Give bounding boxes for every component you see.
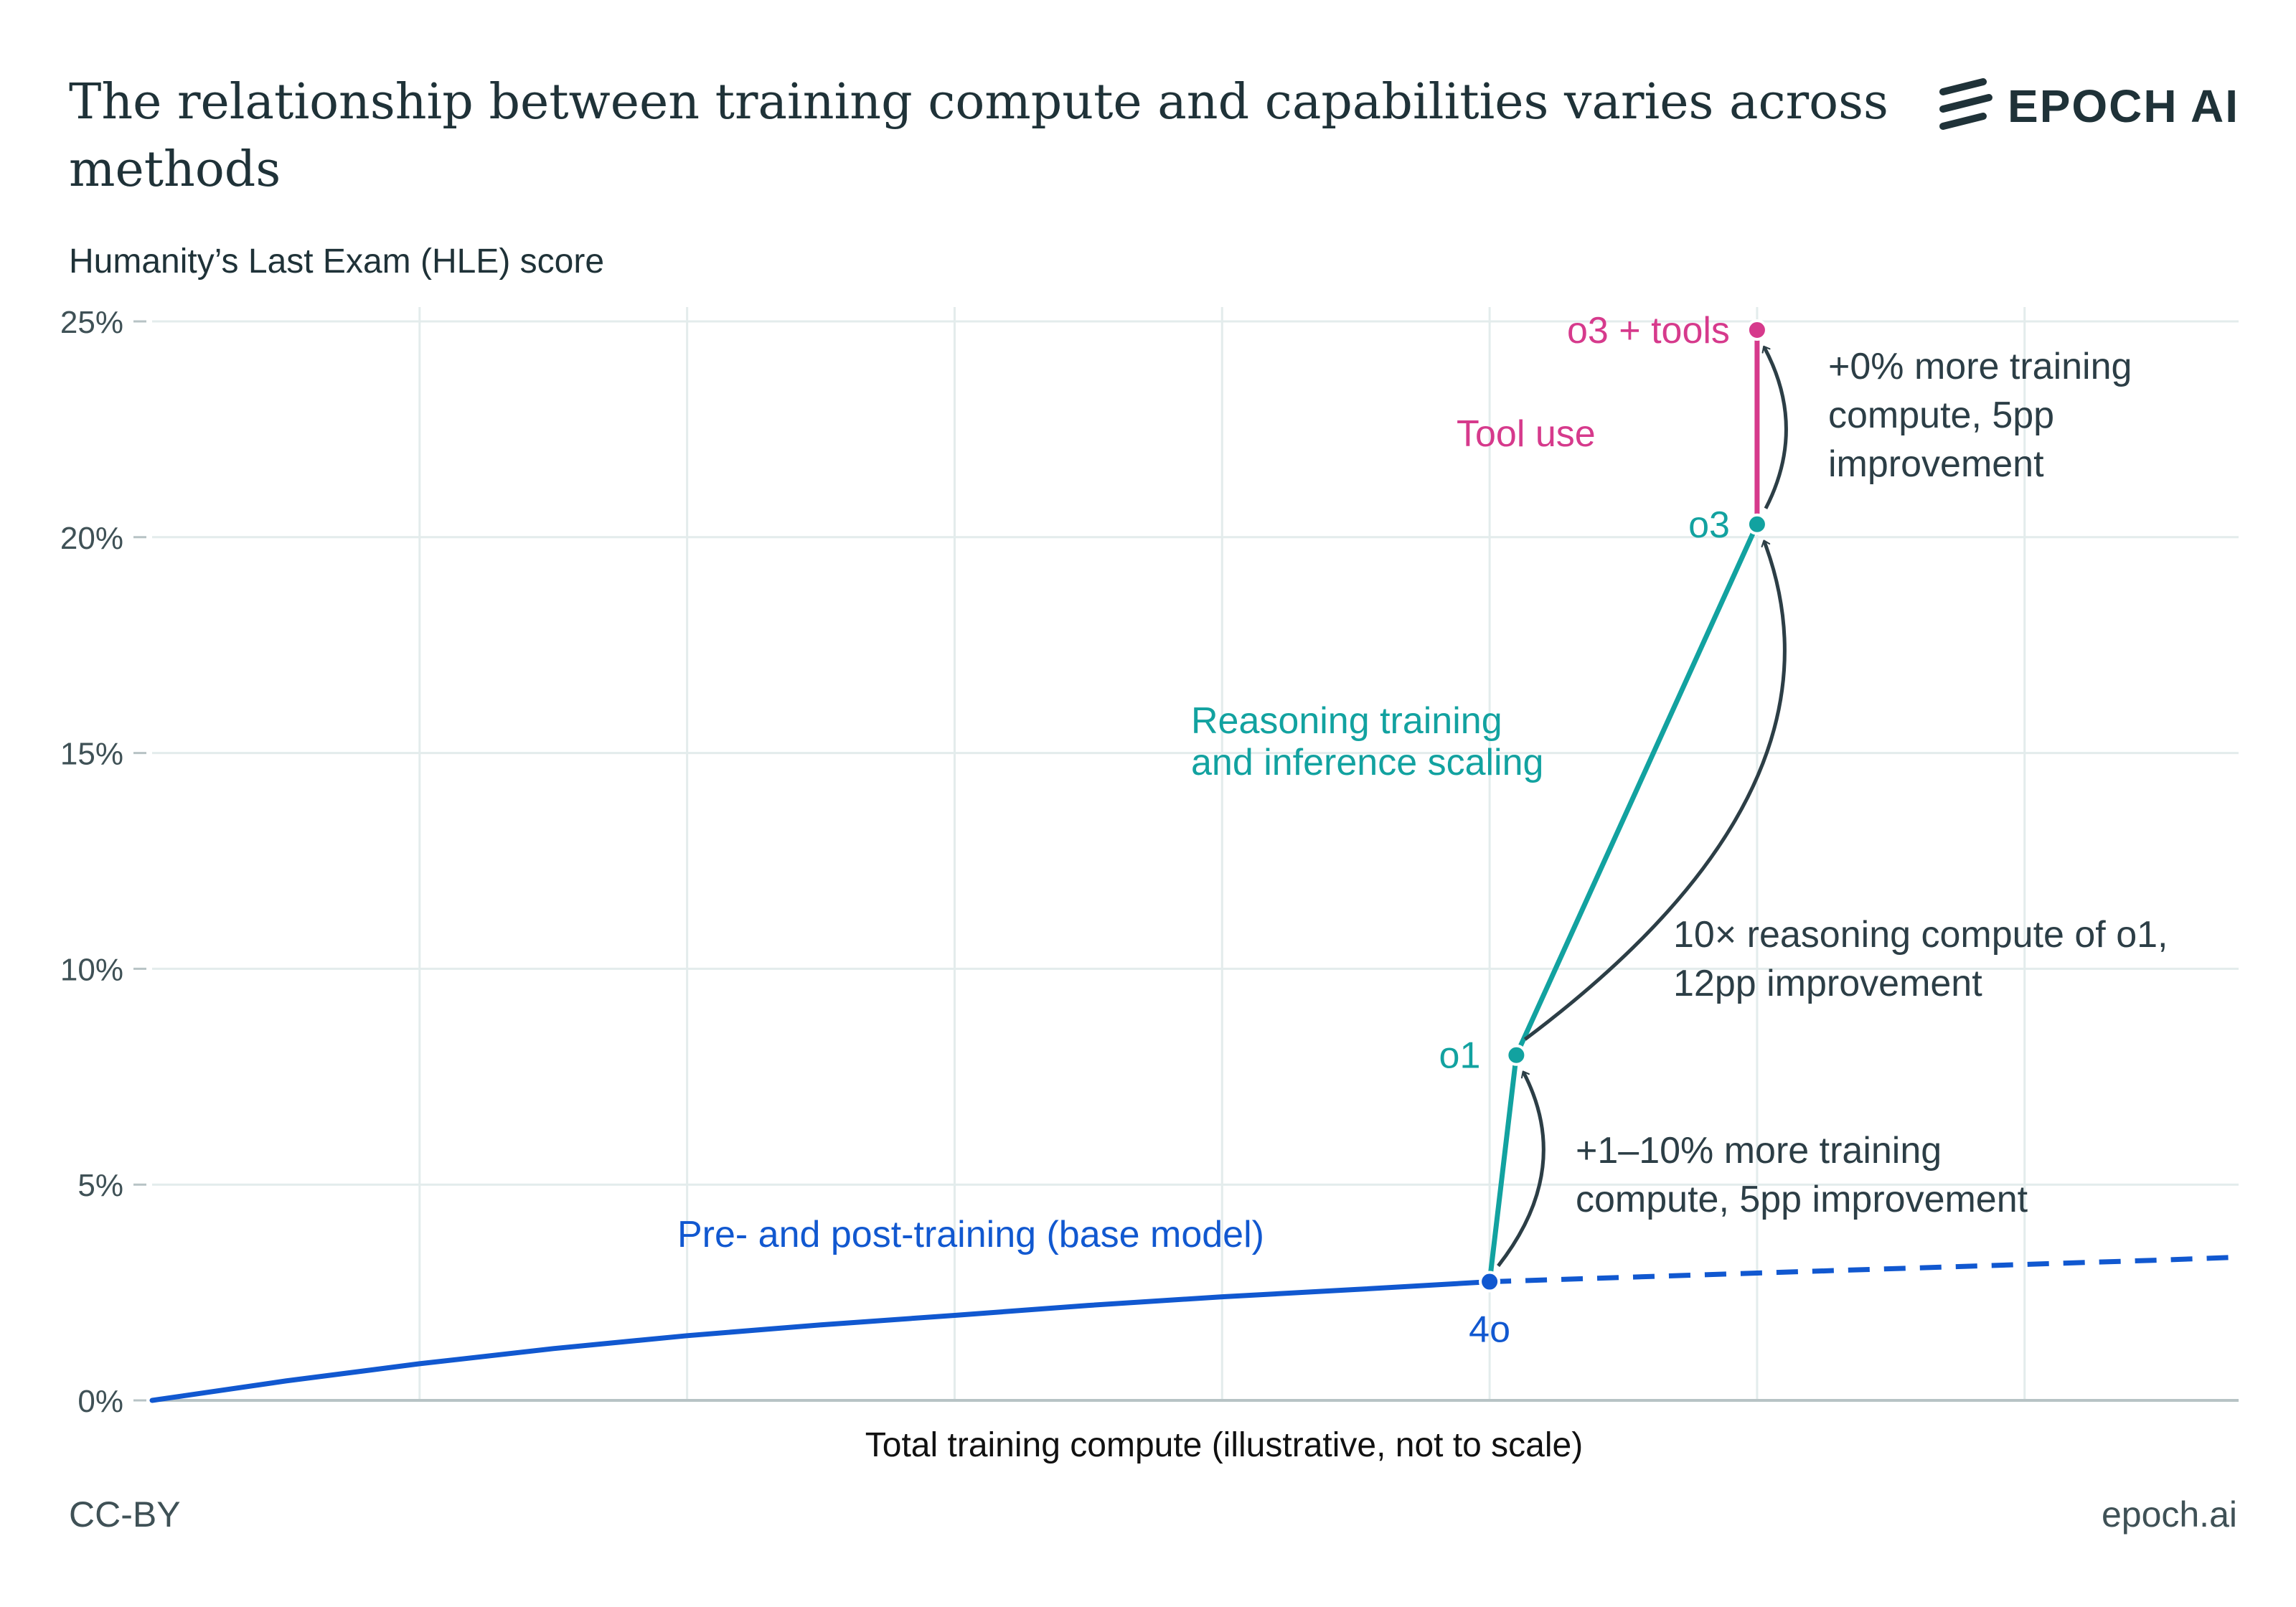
annotation-text: +1–10% more training [1576, 1130, 1942, 1172]
point-label: o3 [1688, 504, 1730, 546]
annotation-text: compute, 5pp improvement [1576, 1179, 2028, 1220]
license-text: CC-BY [69, 1494, 181, 1535]
annotation-text: improvement [1828, 443, 2044, 485]
y-tick-label: 0% [77, 1384, 123, 1419]
data-point [1479, 1271, 1501, 1293]
y-tick-label: 15% [60, 737, 123, 772]
epoch-ai-logo: EPOCH AI [1937, 77, 2239, 135]
point-label: 4o [1469, 1309, 1510, 1351]
series-label-reasoning: and inference scaling [1191, 742, 1543, 783]
point-label: o3 + tools [1567, 310, 1730, 352]
data-point [1505, 1044, 1528, 1066]
series-label-reasoning: Reasoning training [1191, 700, 1502, 742]
annotation-arrow [1497, 1070, 1545, 1268]
site-link[interactable]: epoch.ai [2101, 1494, 2237, 1535]
point-label: o1 [1439, 1035, 1481, 1077]
series-label-tools: Tool use [1457, 413, 1596, 455]
labels: +1–10% more training compute, 5pp improve… [677, 310, 2168, 1351]
annotation-text: +0% more training [1828, 346, 2132, 387]
grid [152, 307, 2239, 1400]
annotation-text: 10× reasoning compute of o1, [1673, 914, 2168, 956]
epoch-logo-icon [1939, 78, 1992, 130]
points [1479, 319, 1768, 1293]
annotation-arrow [1761, 345, 1788, 509]
annotations [1497, 345, 1788, 1268]
data-point [1746, 513, 1768, 535]
series-label-base: Pre- and post-training (base model) [677, 1214, 1264, 1255]
y-tick-label: 5% [77, 1168, 123, 1203]
annotation-text: 12pp improvement [1673, 963, 1982, 1004]
y-tick-label: 25% [60, 305, 123, 340]
series-line-base [149, 1279, 1492, 1403]
x-axis-title: Total training compute (illustrative, no… [865, 1426, 1583, 1464]
axes: 0% 5% 10% 15% 20% 25% Humanity’s Last Exam (HL… [60, 242, 2239, 1464]
logo-text: EPOCH AI [2008, 80, 2239, 132]
data-point [1746, 319, 1768, 341]
series-dashed-extension [1489, 1254, 2239, 1285]
y-tick-label: 10% [60, 952, 123, 987]
annotation-arrow [1523, 539, 1787, 1041]
chart-title: The relationship between training comput… [69, 74, 1888, 198]
y-tick-label: 20% [60, 521, 123, 556]
y-axis-title: Humanity’s Last Exam (HLE) score [69, 242, 604, 281]
annotation-text: compute, 5pp [1828, 395, 2054, 436]
